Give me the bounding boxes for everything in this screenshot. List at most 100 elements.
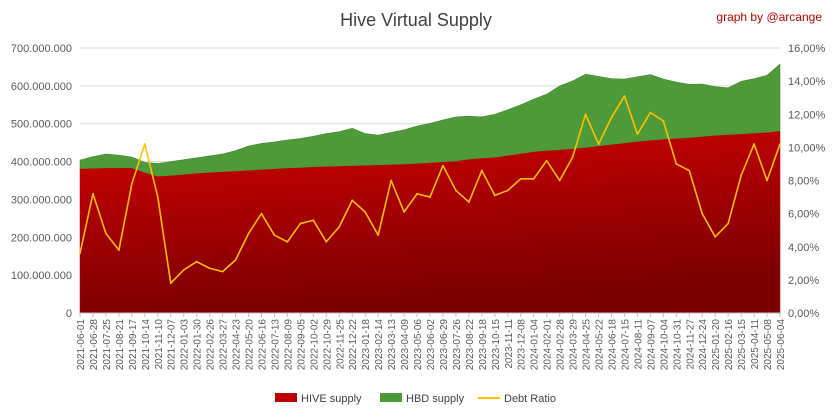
x-tick-label: 2023-01-18	[361, 319, 372, 371]
x-axis: 2021-06-01 2021-06-28 2021-07-25 2021-08-21…	[76, 312, 787, 371]
debt-ratio-point	[364, 211, 367, 213]
debt-ratio-point	[519, 177, 522, 180]
x-tick-label: 2024-02-01	[543, 319, 554, 371]
x-tick-label: 2021-08-21	[115, 319, 126, 371]
legend-swatch	[275, 393, 297, 402]
debt-ratio-point	[92, 192, 94, 195]
y-left-tick-label: 600.000.000	[11, 81, 72, 93]
debt-ratio-point	[325, 240, 328, 243]
debt-ratio-point	[584, 113, 587, 116]
y-right-tick-label: 0,00%	[788, 308, 819, 320]
x-tick-label: 2024-09-07	[646, 319, 657, 371]
debt-ratio-point	[636, 133, 639, 136]
debt-ratio-point	[740, 174, 743, 177]
x-tick-label: 2023-03-13	[387, 319, 398, 371]
y-right-tick-label: 12,00%	[788, 109, 826, 121]
debt-ratio-point	[442, 164, 444, 167]
debt-ratio-point	[195, 260, 198, 263]
x-tick-label: 2022-01-30	[193, 319, 204, 371]
x-tick-label: 2024-07-15	[620, 319, 631, 371]
debt-ratio-point	[260, 212, 263, 215]
x-tick-label: 2022-02-26	[206, 319, 217, 371]
debt-ratio-point	[753, 143, 755, 145]
debt-ratio-point	[169, 282, 172, 285]
x-tick-label: 2024-02-28	[556, 319, 567, 371]
y-right-tick-label: 4,00%	[788, 242, 819, 254]
debt-ratio-point	[429, 196, 431, 198]
x-tick-label: 2022-11-25	[335, 319, 346, 370]
x-tick-label: 2022-06-16	[257, 319, 268, 371]
x-tick-label: 2023-12-08	[517, 319, 528, 371]
x-tick-label: 2021-07-25	[102, 319, 113, 371]
x-tick-label: 2022-01-03	[180, 319, 191, 371]
hive-supply-area	[79, 131, 781, 314]
y-left-tick-label: 0	[66, 308, 72, 320]
debt-ratio-point	[130, 182, 133, 185]
y-left-tick-label: 700.000.000	[11, 43, 72, 55]
x-tick-label: 2022-07-13	[270, 319, 281, 371]
x-tick-label: 2022-10-02	[309, 319, 320, 371]
y-right-tick-label: 10,00%	[788, 142, 826, 154]
debt-ratio-point	[273, 234, 276, 237]
x-tick-label: 2022-04-23	[232, 319, 243, 371]
x-tick-label: 2022-09-05	[296, 319, 307, 371]
x-tick-label: 2025-02-16	[724, 319, 735, 371]
debt-ratio-point	[221, 270, 224, 273]
x-tick-label: 2024-01-04	[530, 319, 541, 371]
x-tick-label: 2021-06-28	[89, 319, 100, 371]
debt-ratio-point	[79, 252, 81, 255]
debt-ratio-point	[545, 159, 548, 162]
y-right-tick-label: 6,00%	[788, 209, 819, 221]
debt-ratio-point	[105, 232, 107, 235]
y-left-tick-label: 400.000.000	[11, 157, 72, 169]
debt-ratio-point	[390, 179, 393, 182]
legend: HIVE supply HBD supply Debt Ratio	[275, 393, 556, 405]
debt-ratio-point	[727, 222, 730, 225]
debt-ratio-point	[156, 196, 159, 198]
x-tick-label: 2023-09-18	[478, 319, 489, 371]
debt-ratio-point	[403, 211, 405, 213]
debt-ratio-point	[701, 212, 704, 215]
y-left-tick-label: 100.000.000	[11, 270, 72, 282]
x-tick-label: 2023-04-09	[400, 319, 411, 371]
x-tick-label: 2024-11-27	[685, 319, 696, 370]
x-tick-label: 2024-08-11	[633, 319, 644, 370]
debt-ratio-point	[143, 143, 146, 145]
y-right-tick-label: 14,00%	[788, 76, 826, 88]
area-series	[79, 63, 781, 314]
debt-ratio-point	[558, 179, 561, 182]
y-right-tick-label: 16,00%	[788, 43, 826, 55]
debt-ratio-point	[688, 169, 691, 172]
x-tick-label: 2021-09-17	[128, 319, 139, 371]
debt-ratio-point	[208, 267, 211, 270]
debt-ratio-point	[480, 169, 483, 172]
x-tick-label: 2021-06-01	[76, 319, 87, 371]
y-axis-right: 0,00% 2,00% 4,00% 6,00% 8,00% 10,00% 12,00% 14,…	[788, 43, 826, 320]
debt-ratio-point	[455, 189, 457, 192]
x-tick-label: 2024-10-31	[672, 319, 683, 371]
debt-ratio-point	[351, 199, 354, 202]
debt-ratio-point	[286, 240, 289, 243]
x-tick-label: 2023-02-14	[374, 319, 385, 371]
x-tick-label: 2021-12-07	[167, 319, 178, 371]
legend-swatch	[380, 393, 402, 402]
x-tick-label: 2024-03-29	[569, 319, 580, 371]
y-right-tick-label: 8,00%	[788, 176, 819, 188]
debt-ratio-point	[662, 119, 665, 122]
debt-ratio-point	[299, 222, 302, 225]
debt-ratio-point	[416, 192, 418, 195]
x-tick-label: 2025-01-20	[711, 319, 722, 371]
x-tick-label: 2021-11-10	[154, 319, 165, 370]
debt-ratio-point	[714, 235, 717, 238]
x-tick-label: 2022-05-20	[245, 319, 256, 371]
x-tick-label: 2023-06-29	[439, 319, 450, 371]
x-tick-label: 2022-08-09	[283, 319, 294, 371]
x-tick-label: 2023-10-15	[491, 319, 502, 371]
x-tick-label: 2023-11-11	[504, 319, 515, 369]
debt-ratio-point	[649, 111, 652, 114]
x-tick-label: 2023-05-06	[413, 319, 424, 371]
x-tick-label: 2024-04-25	[582, 319, 593, 371]
y-axis-left: 0 100.000.000 200.000.000 300.000.000 400.00…	[11, 43, 72, 320]
debt-ratio-point	[312, 219, 315, 222]
